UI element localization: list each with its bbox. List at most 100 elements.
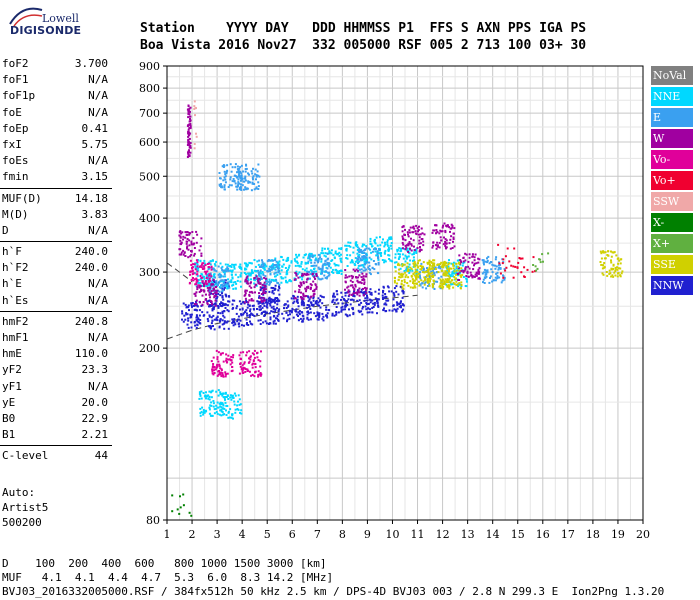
data-point-w xyxy=(297,291,300,294)
data-point-nne xyxy=(237,394,240,397)
data-point-e xyxy=(260,278,263,280)
data-point-nne xyxy=(451,271,454,274)
data-point-e xyxy=(481,272,484,275)
data-point-nne xyxy=(199,412,202,415)
data-point-sse xyxy=(406,262,409,265)
data-point-nne xyxy=(280,255,283,258)
data-point-nne xyxy=(365,259,368,262)
data-point-sse xyxy=(447,275,450,278)
data-point-sse xyxy=(407,269,410,272)
data-point-nnw xyxy=(269,299,272,302)
data-point-sse xyxy=(407,284,410,287)
data-point-sse xyxy=(441,278,444,281)
param-name: yF2 xyxy=(2,363,22,377)
data-point-vo xyxy=(205,282,208,285)
data-point-e xyxy=(265,279,267,282)
data-point-w xyxy=(186,156,189,158)
data-point-nne xyxy=(301,268,304,271)
data-point-e xyxy=(242,180,245,183)
data-point-nne xyxy=(349,245,352,248)
data-point-w xyxy=(212,287,215,290)
data-point-nnw xyxy=(293,295,296,298)
data-point-w xyxy=(294,271,297,274)
data-point-e xyxy=(262,263,265,266)
data-point-nnw xyxy=(268,296,271,299)
data-point-e xyxy=(229,163,232,166)
data-point-nne xyxy=(404,254,407,257)
data-point-e xyxy=(219,273,222,276)
data-point-sse xyxy=(394,270,397,273)
data-point-nnw xyxy=(325,308,328,311)
data-point-sse xyxy=(458,269,461,272)
data-point-nnw xyxy=(240,324,243,327)
data-point-e xyxy=(488,262,491,265)
data-point-nnw xyxy=(196,305,199,308)
data-point-nne xyxy=(365,245,368,248)
x-tick-label: 4 xyxy=(239,528,246,541)
data-point-nne xyxy=(208,395,211,398)
data-point-nne xyxy=(457,285,460,288)
data-point-sse xyxy=(414,282,417,285)
y-tick-label: 700 xyxy=(139,107,160,120)
data-point-e xyxy=(220,183,222,186)
data-point-nne xyxy=(351,261,354,264)
data-point-e xyxy=(248,173,250,176)
data-point-w xyxy=(189,127,192,130)
data-point-w xyxy=(195,291,198,294)
data-point-e xyxy=(262,265,265,268)
data-point-nnw xyxy=(273,299,276,302)
data-point-nne xyxy=(210,401,213,404)
data-point-e xyxy=(496,271,499,274)
data-point-sse xyxy=(603,262,606,264)
data-point-nne xyxy=(448,259,450,262)
data-point-nnw xyxy=(227,327,230,330)
data-point-w xyxy=(200,252,203,255)
data-point-nne xyxy=(412,256,415,259)
data-point-e xyxy=(270,268,273,271)
data-point-nne xyxy=(354,244,357,247)
data-point-e xyxy=(492,279,495,282)
data-point-sse xyxy=(450,267,453,270)
data-point-nne xyxy=(457,274,459,277)
data-point-nne xyxy=(251,271,254,273)
data-point-w xyxy=(210,283,213,286)
data-point-nnw xyxy=(345,303,348,306)
data-point-nne xyxy=(216,406,219,409)
param-value: 5.75 xyxy=(81,137,109,151)
data-point-w xyxy=(305,281,308,284)
data-point-nnw xyxy=(317,297,320,300)
data-point-nnw xyxy=(371,307,374,309)
data-point-sse xyxy=(426,277,429,280)
param-value: 3.83 xyxy=(81,207,109,221)
data-point-nnw xyxy=(190,302,193,305)
data-point-w xyxy=(178,253,181,256)
data-point-e xyxy=(223,188,226,191)
data-point-w xyxy=(364,286,366,289)
data-point-nnw xyxy=(199,319,202,321)
data-point-sse xyxy=(414,265,417,268)
data-point-e xyxy=(235,175,238,178)
data-point-w xyxy=(442,243,445,246)
data-point-nne xyxy=(407,265,410,268)
data-point-e xyxy=(228,184,231,187)
data-point-nnw xyxy=(232,307,235,309)
data-point-nnw xyxy=(289,313,291,316)
data-point-w xyxy=(196,288,199,291)
data-point-e xyxy=(419,275,421,278)
data-point-e xyxy=(419,277,422,280)
data-point-nne xyxy=(210,396,213,399)
data-point-e xyxy=(257,188,260,190)
data-point-e xyxy=(217,265,220,268)
data-point-nnw xyxy=(328,309,331,312)
data-point-nne xyxy=(231,284,234,287)
data-point-nne xyxy=(277,265,280,268)
data-point-nne xyxy=(361,243,364,246)
data-point-nne xyxy=(320,252,323,255)
param-row: foF1 N/A xyxy=(0,72,112,88)
data-point-w xyxy=(252,299,255,302)
data-point-nnw xyxy=(216,304,219,307)
data-point-nne xyxy=(218,402,221,405)
param-row: yE 20.0 xyxy=(0,395,112,411)
data-point-nne xyxy=(295,256,298,259)
param-value: 0.41 xyxy=(81,121,109,135)
